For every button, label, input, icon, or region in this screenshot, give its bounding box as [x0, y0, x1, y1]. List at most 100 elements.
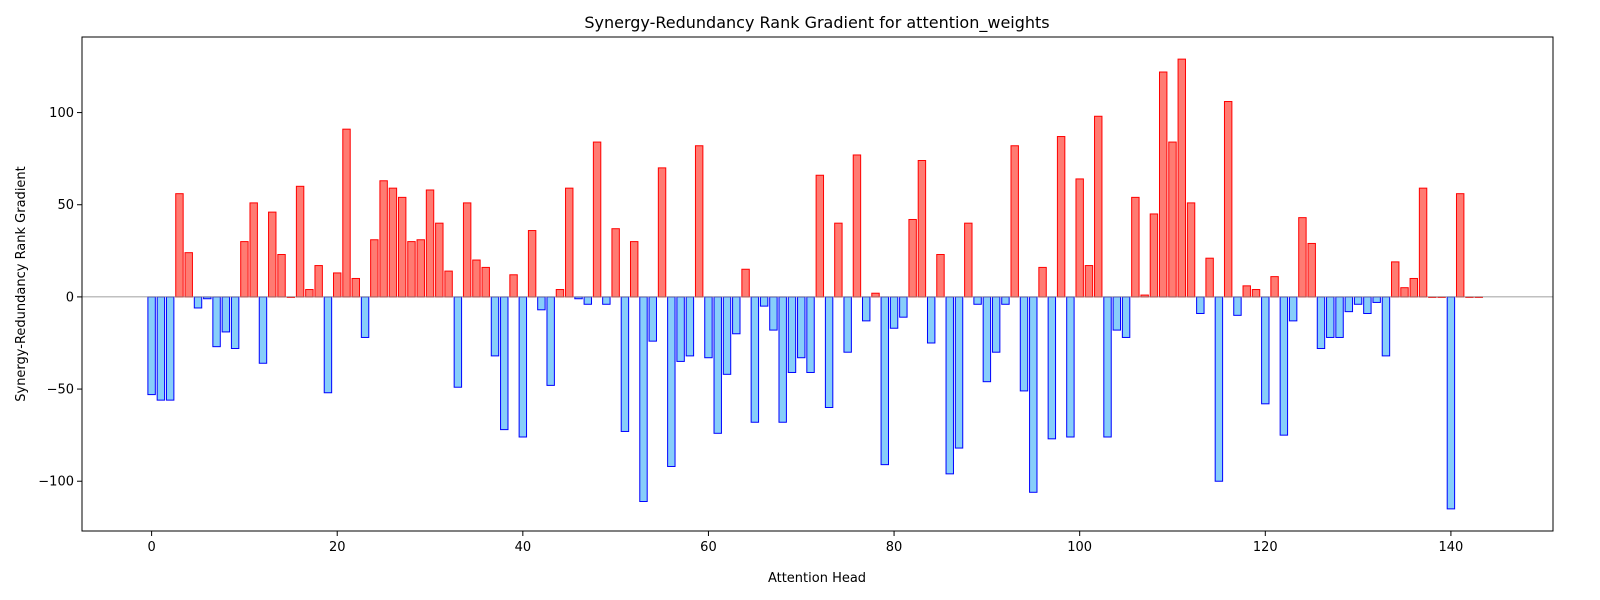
y-tick-label: 100: [49, 106, 74, 121]
bar-head-76: [852, 154, 862, 298]
bar-head-63: [732, 296, 741, 335]
bar-head-50: [611, 228, 620, 298]
bar-head-99: [1066, 296, 1075, 438]
bar-head-49: [602, 296, 611, 305]
bar-head-73: [824, 296, 834, 408]
bar-head-111: [1177, 58, 1186, 298]
x-tick-label: 40: [515, 540, 532, 555]
bar-head-112: [1186, 202, 1196, 298]
bar-head-91: [991, 296, 1001, 353]
bar-head-140: [1446, 296, 1456, 510]
bar-head-133: [1381, 296, 1391, 357]
bar-head-51: [620, 296, 630, 432]
bars-layer: [147, 58, 1483, 510]
bar-head-21: [342, 128, 351, 298]
bar-head-34: [462, 202, 472, 298]
y-tick-label: 0: [66, 290, 74, 305]
bar-head-31: [435, 222, 444, 298]
bar-head-120: [1261, 296, 1270, 405]
bar-head-17: [305, 289, 314, 298]
bar-head-28: [407, 241, 416, 298]
bar-head-129: [1344, 296, 1354, 313]
x-tick-label: 0: [147, 540, 155, 555]
x-tick-label: 140: [1438, 540, 1463, 555]
bar-head-82: [908, 218, 917, 298]
bar-head-37: [490, 296, 500, 357]
x-tick-label: 80: [886, 540, 903, 555]
bar-head-25: [379, 180, 388, 298]
bar-head-8: [221, 296, 231, 333]
x-axis-label: Attention Head: [768, 571, 866, 586]
bar-head-68: [778, 296, 787, 423]
bar-head-118: [1242, 285, 1251, 298]
bar-head-44: [555, 289, 565, 298]
bar-head-128: [1335, 296, 1344, 338]
bar-head-105: [1121, 296, 1131, 338]
bar-head-42: [537, 296, 546, 311]
bar-head-122: [1279, 296, 1289, 436]
bar-head-98: [1056, 136, 1066, 298]
bar-head-58: [685, 296, 695, 357]
bar-head-2: [165, 296, 175, 401]
bar-head-57: [676, 296, 685, 362]
bar-head-77: [862, 296, 871, 322]
bar-head-86: [945, 296, 954, 475]
bar-head-19: [323, 296, 333, 394]
bar-head-124: [1298, 217, 1307, 298]
y-axis-label: Synergy-Redundancy Rank Gradient: [14, 166, 29, 402]
bar-head-41: [527, 230, 537, 298]
bar-head-23: [360, 296, 370, 338]
bar-head-74: [834, 222, 843, 298]
y-tick-label: −100: [38, 475, 74, 490]
x-axis-ticks: 0 20 40 60 80 100 120 140: [147, 531, 1463, 555]
bar-head-90: [982, 296, 992, 383]
bar-head-35: [472, 259, 481, 298]
bar-head-3: [175, 193, 184, 298]
bar-head-121: [1270, 276, 1279, 298]
bar-head-26: [388, 187, 398, 298]
bar-head-56: [667, 296, 676, 467]
bar-head-43: [546, 296, 555, 386]
bar-head-48: [592, 141, 602, 298]
bar-head-10: [240, 241, 249, 298]
bar-head-69: [787, 296, 797, 373]
plot-frame: [81, 36, 1554, 532]
bar-head-72: [815, 174, 825, 298]
bar-head-33: [453, 296, 463, 388]
x-tick-label: 120: [1253, 540, 1278, 555]
y-axis-ticks: −100 −50 0 50 100: [38, 106, 82, 490]
bar-head-106: [1131, 196, 1140, 298]
bar-head-81: [899, 296, 908, 318]
bar-head-131: [1363, 296, 1372, 314]
bar-head-53: [639, 296, 648, 503]
bar-head-141: [1455, 193, 1465, 298]
bar-head-101: [1084, 265, 1094, 298]
bar-head-79: [880, 296, 889, 466]
bar-head-66: [759, 296, 769, 307]
bar-head-96: [1038, 266, 1047, 298]
bar-head-62: [722, 296, 732, 375]
bar-head-71: [806, 296, 815, 373]
bar-head-103: [1103, 296, 1112, 438]
bar-head-127: [1326, 296, 1335, 338]
bar-head-94: [1019, 296, 1029, 392]
bar-head-108: [1149, 213, 1159, 298]
bar-head-32: [444, 270, 453, 298]
bar-head-39: [509, 274, 518, 298]
x-tick-label: 60: [700, 540, 717, 555]
bar-head-1: [156, 296, 166, 401]
bar-head-114: [1205, 257, 1214, 298]
bar-head-47: [583, 296, 593, 305]
bar-head-5: [193, 296, 203, 309]
bar-head-29: [416, 239, 425, 298]
bar-head-38: [500, 296, 509, 431]
bar-head-0: [147, 296, 156, 396]
bar-head-52: [629, 241, 639, 298]
bar-head-12: [258, 296, 268, 364]
bar-head-115: [1214, 296, 1224, 482]
bar-head-70: [797, 296, 806, 359]
bar-head-87: [954, 296, 964, 449]
bar-head-4: [184, 252, 193, 298]
bar-head-102: [1094, 115, 1103, 298]
